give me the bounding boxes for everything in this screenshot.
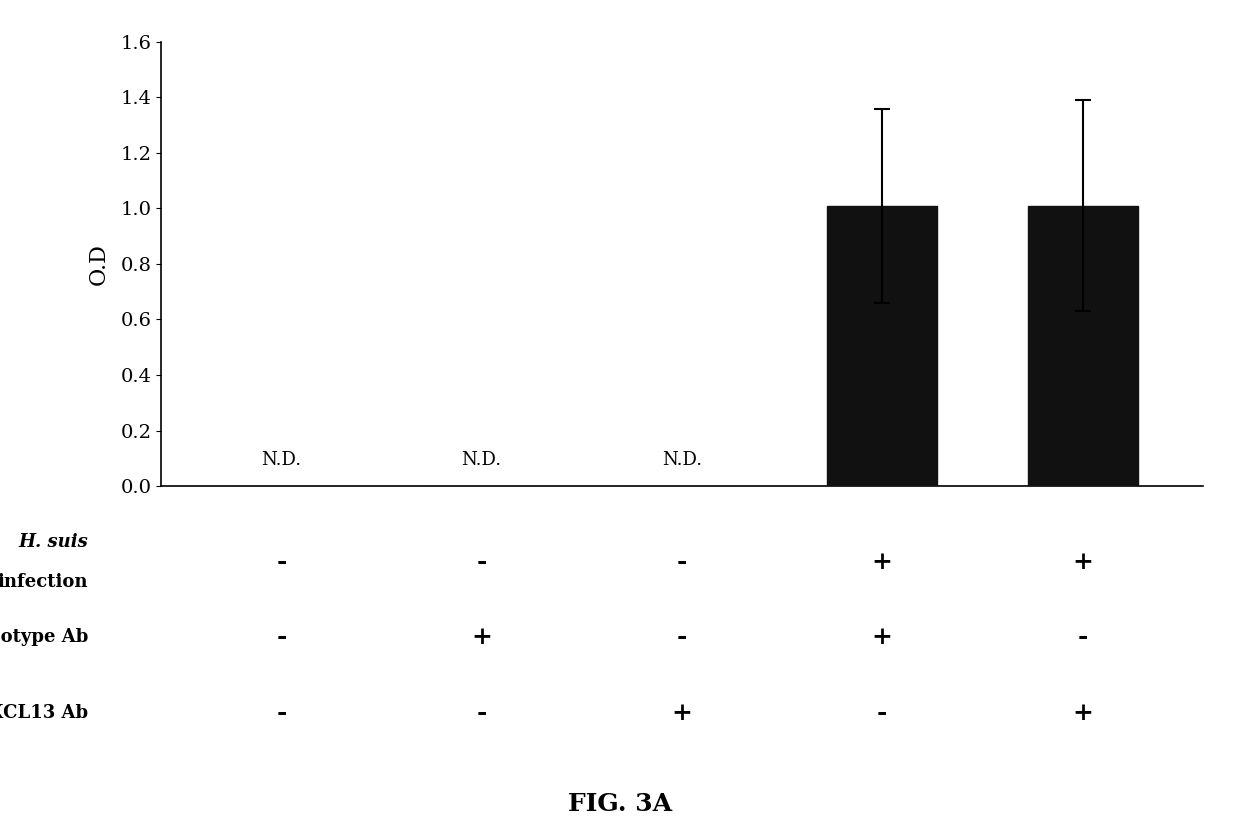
Text: -: - (277, 701, 286, 725)
Text: -: - (677, 625, 687, 649)
Text: CXCL13 Ab: CXCL13 Ab (0, 704, 88, 722)
Text: +: + (872, 625, 893, 649)
Text: -: - (476, 550, 487, 573)
Text: FIG. 3A: FIG. 3A (568, 793, 672, 816)
Text: H. suis: H. suis (19, 533, 88, 551)
Text: +: + (1073, 550, 1092, 573)
Text: infection: infection (0, 572, 88, 591)
Text: +: + (1073, 701, 1092, 725)
Text: -: - (1078, 625, 1087, 649)
Text: -: - (877, 701, 888, 725)
Text: N.D.: N.D. (262, 452, 301, 469)
Text: -: - (277, 550, 286, 573)
Text: N.D.: N.D. (461, 452, 502, 469)
Bar (827, 205, 937, 486)
Text: -: - (277, 625, 286, 649)
Text: +: + (872, 550, 893, 573)
Text: -: - (476, 701, 487, 725)
Text: +: + (672, 701, 692, 725)
Text: +: + (471, 625, 492, 649)
Bar (1028, 205, 1138, 486)
Y-axis label: O.D: O.D (87, 243, 109, 285)
Text: N.D.: N.D. (662, 452, 702, 469)
Text: Isotype Ab: Isotype Ab (0, 628, 88, 646)
Text: -: - (677, 550, 687, 573)
